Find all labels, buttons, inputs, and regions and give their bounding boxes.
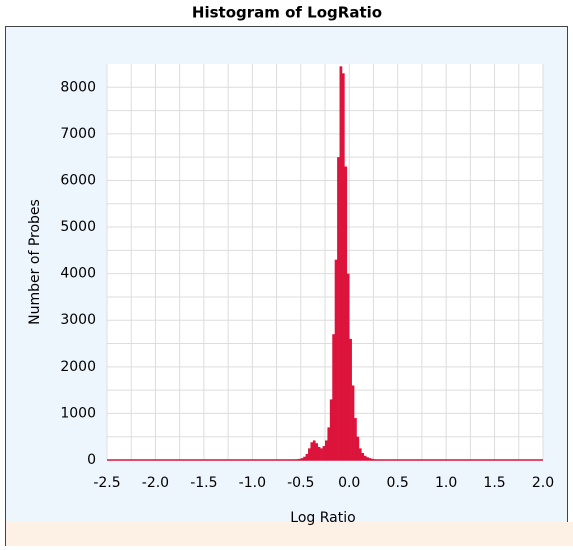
bar [359,448,362,460]
chart-title: Histogram of LogRatio [192,4,382,22]
bar [349,339,352,460]
bar [298,459,301,460]
bar [366,457,369,460]
bar [373,459,376,460]
bar [327,427,330,460]
bar [303,457,306,460]
bar [337,157,340,460]
bar [369,458,372,460]
bar [371,459,374,460]
bar [315,443,318,460]
y-tick-label: 6000 [60,172,96,188]
bar [356,437,359,460]
y-tick-label: 5000 [60,219,96,235]
bar [310,442,313,460]
bar [301,458,304,460]
x-tick-label: 0.5 [387,475,409,491]
bar [364,456,367,460]
y-tick-label: 2000 [60,359,96,375]
bar [335,260,338,460]
bar [342,73,345,460]
x-tick-label: -2.0 [142,475,169,491]
bar [323,446,326,460]
x-tick-label: -1.0 [239,475,266,491]
bar [330,399,333,460]
y-axis-label: Number of Probes [27,199,43,325]
x-tick-label: -0.5 [287,475,314,491]
x-axis-label: Log Ratio [290,510,355,526]
bar [318,447,321,460]
x-tick-label: 1.5 [483,475,505,491]
y-tick-label: 4000 [60,266,96,282]
y-tick-label: 8000 [60,79,96,95]
x-tick-label: -1.5 [190,475,217,491]
bar [332,334,335,460]
bar [296,459,299,460]
y-tick-label: 7000 [60,126,96,142]
x-tick-label: 2.0 [532,475,554,491]
bar [361,453,364,460]
x-tick-label: 1.0 [435,475,457,491]
bar [313,440,316,460]
bar [340,66,343,460]
bar [306,454,309,460]
bar [352,385,355,460]
bar [354,418,357,460]
x-tick-label: 0.0 [338,475,360,491]
bar [344,166,347,460]
y-tick-label: 0 [87,452,96,468]
bar [325,440,328,460]
y-tick-label: 1000 [60,405,96,421]
bar [347,274,350,460]
bar [308,448,311,460]
y-tick-label: 3000 [60,312,96,328]
bar [320,448,323,460]
x-tick-label: -2.5 [93,475,120,491]
